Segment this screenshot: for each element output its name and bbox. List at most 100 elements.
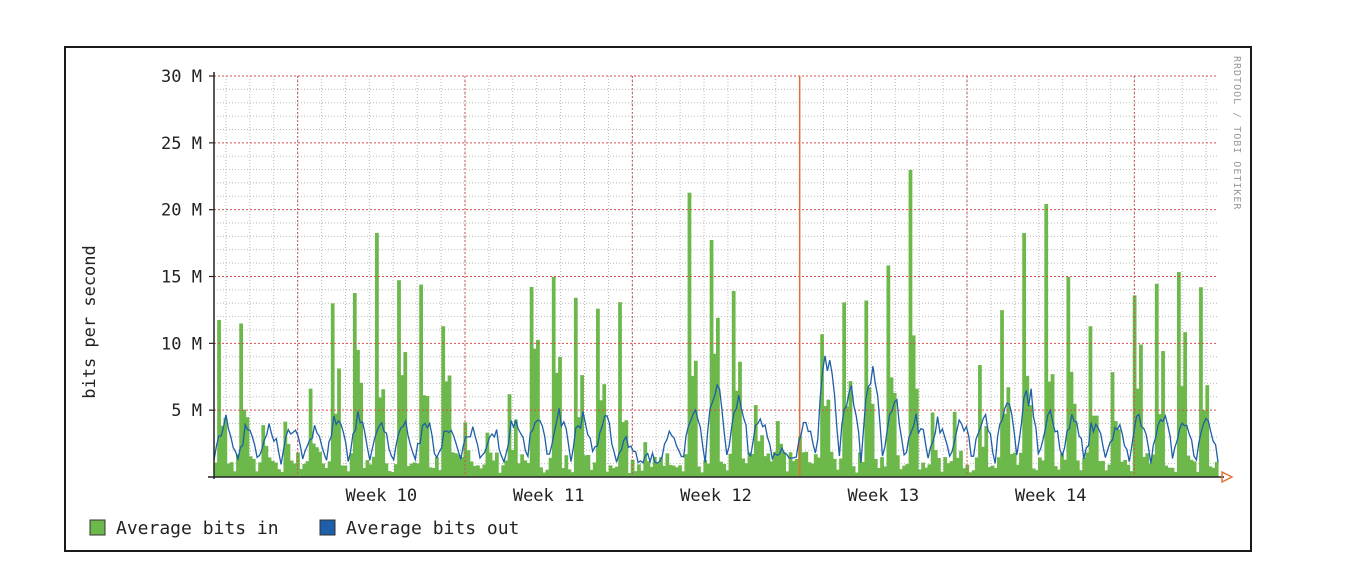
in-bar (1104, 470, 1109, 477)
in-bar (286, 443, 291, 477)
in-bar (1022, 233, 1027, 477)
in-bar (826, 399, 831, 477)
in-bar (1050, 374, 1055, 477)
in-bar (526, 462, 531, 477)
in-bar (643, 442, 648, 477)
in-bar (1019, 452, 1023, 477)
in-bar (393, 464, 398, 477)
in-bar (914, 388, 919, 477)
traffic-chart: 5 M10 M15 M20 M25 M30 M Week 10 Week 11 We… (80, 56, 1242, 539)
in-bar (409, 463, 414, 477)
in-bar (738, 361, 742, 477)
in-bar (1135, 388, 1140, 477)
in-bar (599, 400, 603, 477)
in-bar (270, 461, 275, 477)
in-bar (880, 457, 884, 477)
in-bar (220, 425, 225, 477)
in-bar (870, 403, 875, 477)
in-bar (239, 323, 244, 477)
series-out-line-group (213, 355, 1219, 465)
in-bar (577, 417, 581, 477)
in-bar (1053, 466, 1058, 477)
in-bar (895, 455, 900, 477)
in-bar (217, 319, 221, 477)
y-tick-label: 10 M (161, 334, 202, 354)
in-bar (807, 462, 812, 477)
in-bar (990, 465, 995, 477)
in-bar (261, 425, 266, 477)
in-bar (1031, 468, 1036, 477)
in-bar (337, 368, 341, 477)
in-bar (491, 460, 496, 477)
in-bar (1164, 465, 1169, 477)
in-bar (614, 466, 619, 477)
in-bar (965, 464, 970, 477)
in-bar (1211, 467, 1216, 477)
in-bar (299, 468, 304, 477)
in-bar (618, 302, 622, 477)
in-bar (375, 232, 379, 477)
in-bar (668, 464, 673, 477)
x-tick-label: Week 13 (848, 486, 920, 506)
in-bar (444, 381, 449, 477)
in-bar (987, 467, 992, 477)
in-bar (333, 413, 338, 477)
in-bar (899, 469, 903, 477)
in-bar (902, 465, 907, 477)
in-bar (627, 472, 632, 477)
x-axis-arrow (1221, 470, 1234, 484)
in-bar (517, 463, 521, 477)
in-bar (482, 464, 487, 477)
in-bar (1009, 454, 1014, 477)
in-bar (1142, 456, 1146, 477)
in-bar (760, 435, 764, 477)
in-bar (1107, 464, 1112, 477)
in-bar (785, 471, 790, 477)
in-bar (469, 461, 474, 477)
in-bar (640, 470, 644, 477)
in-bar (368, 464, 373, 477)
in-bar (687, 192, 692, 478)
in-bar (955, 457, 960, 477)
in-bar (1069, 371, 1074, 477)
in-bar (447, 375, 452, 477)
in-bar (1205, 385, 1210, 477)
in-bar (371, 456, 376, 477)
in-bar (943, 457, 948, 477)
in-bar (763, 456, 768, 477)
watermark: RRDTOOL / TOBI OETIKER (1231, 56, 1242, 210)
in-bar (1041, 460, 1045, 477)
in-bar (633, 471, 638, 477)
in-bar (438, 470, 442, 477)
in-bar (1132, 295, 1137, 477)
in-bar (431, 467, 436, 477)
in-bar (1044, 204, 1049, 477)
in-bar (277, 469, 281, 477)
legend: Average bits in Average bits out (89, 518, 519, 539)
in-bar (766, 453, 771, 477)
in-bar (324, 468, 329, 477)
in-bar (1098, 461, 1102, 477)
in-bar (1148, 463, 1153, 477)
in-bar (441, 326, 446, 477)
in-bar (621, 422, 626, 477)
in-bar (311, 443, 316, 477)
in-bar (479, 468, 483, 477)
in-bar (232, 471, 237, 477)
in-bar (605, 471, 610, 477)
y-tick-label: 15 M (161, 268, 202, 288)
in-bar (703, 460, 708, 477)
y-tick-labels: 5 M 10 M 15 M 20 M 25 M 30 M (161, 67, 202, 421)
in-bar (681, 471, 686, 477)
in-bar (794, 459, 799, 477)
in-bar (832, 458, 837, 477)
in-bar (1066, 276, 1071, 477)
in-bar (501, 465, 506, 477)
in-bar (542, 472, 547, 477)
in-bar (671, 465, 676, 477)
in-bar (1183, 332, 1188, 477)
in-bar (551, 276, 556, 477)
in-bar (962, 468, 967, 477)
in-bar (292, 463, 297, 477)
in-bar (1006, 387, 1011, 477)
